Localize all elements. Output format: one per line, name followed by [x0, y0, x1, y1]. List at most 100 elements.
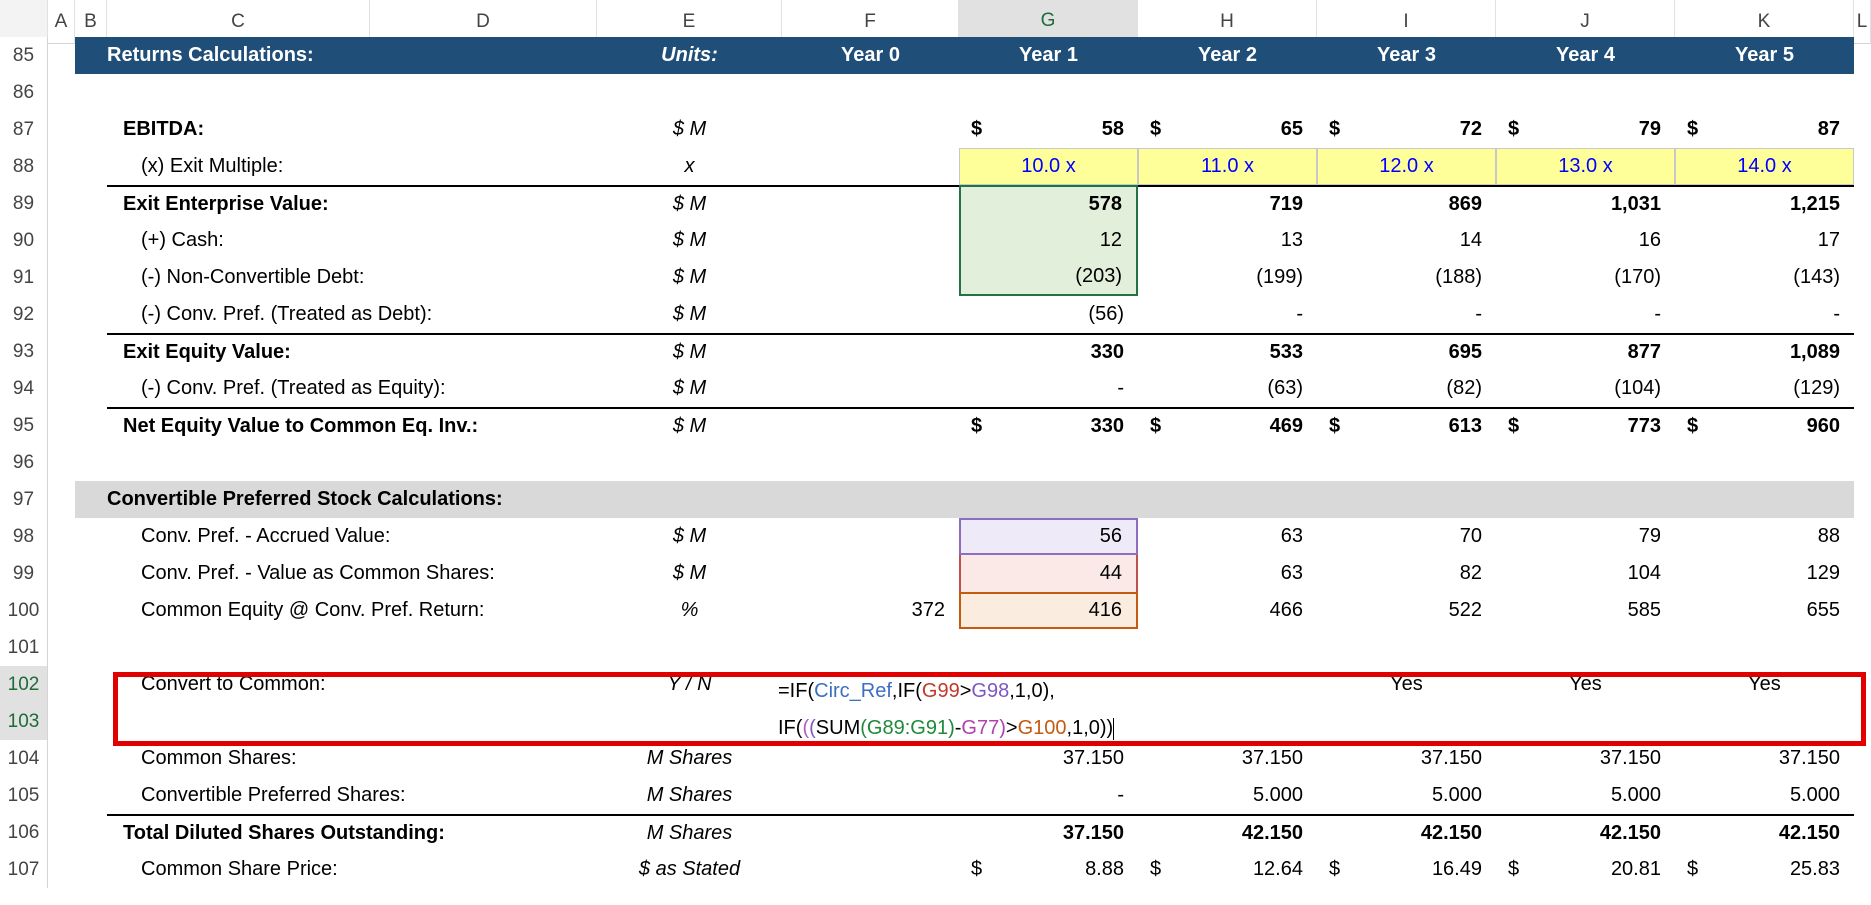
formula-line-2[interactable]: IF(((SUM(G89:G91)-G77)>G100,1,0))	[778, 716, 1115, 740]
formula-line-1[interactable]: =IF(Circ_Ref,IF(G99>G98,1,0),	[778, 679, 1055, 703]
cell-A103[interactable]	[48, 703, 75, 740]
cell-B95[interactable]	[75, 407, 107, 444]
cell-L102[interactable]	[1854, 666, 1871, 703]
cell-K94[interactable]: (129)	[1675, 370, 1854, 407]
cell-H107[interactable]: $12.64	[1138, 851, 1317, 888]
cell-B105[interactable]	[75, 777, 107, 814]
cell-B103[interactable]	[75, 703, 107, 740]
cell-A95[interactable]	[48, 407, 75, 444]
row-header-87[interactable]: 87	[0, 111, 48, 148]
cell-B99[interactable]	[75, 555, 107, 592]
cell-B87[interactable]	[75, 111, 107, 148]
cell-G91[interactable]: (203)	[959, 259, 1138, 296]
cell-J106[interactable]: 42.150	[1496, 814, 1675, 851]
cell-L95[interactable]	[1854, 407, 1871, 444]
column-header-J[interactable]: J	[1496, 0, 1675, 44]
row-header-91[interactable]: 91	[0, 259, 48, 296]
row-header-90[interactable]: 90	[0, 222, 48, 259]
cell-J91[interactable]: (170)	[1496, 259, 1675, 296]
cell-H91[interactable]: (199)	[1138, 259, 1317, 296]
cell-I102[interactable]: Yes	[1317, 666, 1496, 703]
row-header-89[interactable]: 89	[0, 185, 48, 222]
cell-A93[interactable]	[48, 333, 75, 370]
cell-G90[interactable]: 12	[959, 222, 1138, 259]
cell-B98[interactable]	[75, 518, 107, 555]
row-header-99[interactable]: 99	[0, 555, 48, 592]
cell-A96[interactable]	[48, 444, 75, 481]
cell-A85[interactable]	[48, 37, 75, 74]
cell-L105[interactable]	[1854, 777, 1871, 814]
cell-A101[interactable]	[48, 629, 75, 666]
cell-K89[interactable]: 1,215	[1675, 185, 1854, 222]
cell-J104[interactable]: 37.150	[1496, 740, 1675, 777]
cell-H88[interactable]: 11.0 x	[1138, 148, 1317, 185]
row-header-100[interactable]: 100	[0, 592, 48, 629]
empty-row-101[interactable]	[107, 629, 1854, 666]
header-title[interactable]: Returns Calculations:	[107, 37, 597, 74]
cell-F93[interactable]	[782, 333, 959, 370]
section-band-B97[interactable]	[75, 481, 107, 518]
cell-G87[interactable]: $58	[959, 111, 1138, 148]
cell-J90[interactable]: 16	[1496, 222, 1675, 259]
cell-G100[interactable]: 416	[959, 592, 1138, 629]
empty-row-96[interactable]	[107, 444, 1854, 481]
row-header-86[interactable]: 86	[0, 74, 48, 111]
cell-J94[interactable]: (104)	[1496, 370, 1675, 407]
cell-A104[interactable]	[48, 740, 75, 777]
cell-L88[interactable]	[1854, 148, 1871, 185]
cell-A94[interactable]	[48, 370, 75, 407]
cell-K99[interactable]: 129	[1675, 555, 1854, 592]
cell-L107[interactable]	[1854, 851, 1871, 888]
cell-I94[interactable]: (82)	[1317, 370, 1496, 407]
row-header-104[interactable]: 104	[0, 740, 48, 777]
cell-J95[interactable]: $773	[1496, 407, 1675, 444]
cell-G95[interactable]: $330	[959, 407, 1138, 444]
row-header-94[interactable]: 94	[0, 370, 48, 407]
cell-F95[interactable]	[782, 407, 959, 444]
cell-K88[interactable]: 14.0 x	[1675, 148, 1854, 185]
cell-I87[interactable]: $72	[1317, 111, 1496, 148]
cell-A89[interactable]	[48, 185, 75, 222]
header-band-B85[interactable]	[75, 37, 107, 74]
cell-H102[interactable]	[1138, 666, 1317, 703]
cell-K100[interactable]: 655	[1675, 592, 1854, 629]
cell-H98[interactable]: 63	[1138, 518, 1317, 555]
cell-I92[interactable]: -	[1317, 296, 1496, 333]
cell-H100[interactable]: 466	[1138, 592, 1317, 629]
cell-F105[interactable]	[782, 777, 959, 814]
cell-J88[interactable]: 13.0 x	[1496, 148, 1675, 185]
empty-row-86[interactable]	[107, 74, 1854, 111]
cell-L96[interactable]	[1854, 444, 1871, 481]
cell-A97[interactable]	[48, 481, 75, 518]
cell-B94[interactable]	[75, 370, 107, 407]
header-year-4[interactable]: Year 4	[1496, 37, 1675, 74]
cell-H87[interactable]: $65	[1138, 111, 1317, 148]
cell-I107[interactable]: $16.49	[1317, 851, 1496, 888]
cell-H90[interactable]: 13	[1138, 222, 1317, 259]
cell-B101[interactable]	[75, 629, 107, 666]
cell-B107[interactable]	[75, 851, 107, 888]
row-header-107[interactable]: 107	[0, 851, 48, 888]
cell-I95[interactable]: $613	[1317, 407, 1496, 444]
cell-K107[interactable]: $25.83	[1675, 851, 1854, 888]
cell-H94[interactable]: (63)	[1138, 370, 1317, 407]
cell-B88[interactable]	[75, 148, 107, 185]
cell-K105[interactable]: 5.000	[1675, 777, 1854, 814]
cell-H93[interactable]: 533	[1138, 333, 1317, 370]
cell-K95[interactable]: $960	[1675, 407, 1854, 444]
cell-K98[interactable]: 88	[1675, 518, 1854, 555]
cell-L86[interactable]	[1854, 74, 1871, 111]
cell-J92[interactable]: -	[1496, 296, 1675, 333]
cell-A107[interactable]	[48, 851, 75, 888]
header-units[interactable]: Units:	[597, 37, 782, 74]
row-header-103[interactable]: 103	[0, 703, 48, 740]
cell-A98[interactable]	[48, 518, 75, 555]
cell-H104[interactable]: 37.150	[1138, 740, 1317, 777]
cell-L103[interactable]	[1854, 703, 1871, 740]
column-header-E[interactable]: E	[597, 0, 782, 44]
cell-J102[interactable]: Yes	[1496, 666, 1675, 703]
cell-F106[interactable]	[782, 814, 959, 851]
cell-K102[interactable]: Yes	[1675, 666, 1854, 703]
cell-L99[interactable]	[1854, 555, 1871, 592]
cell-H89[interactable]: 719	[1138, 185, 1317, 222]
